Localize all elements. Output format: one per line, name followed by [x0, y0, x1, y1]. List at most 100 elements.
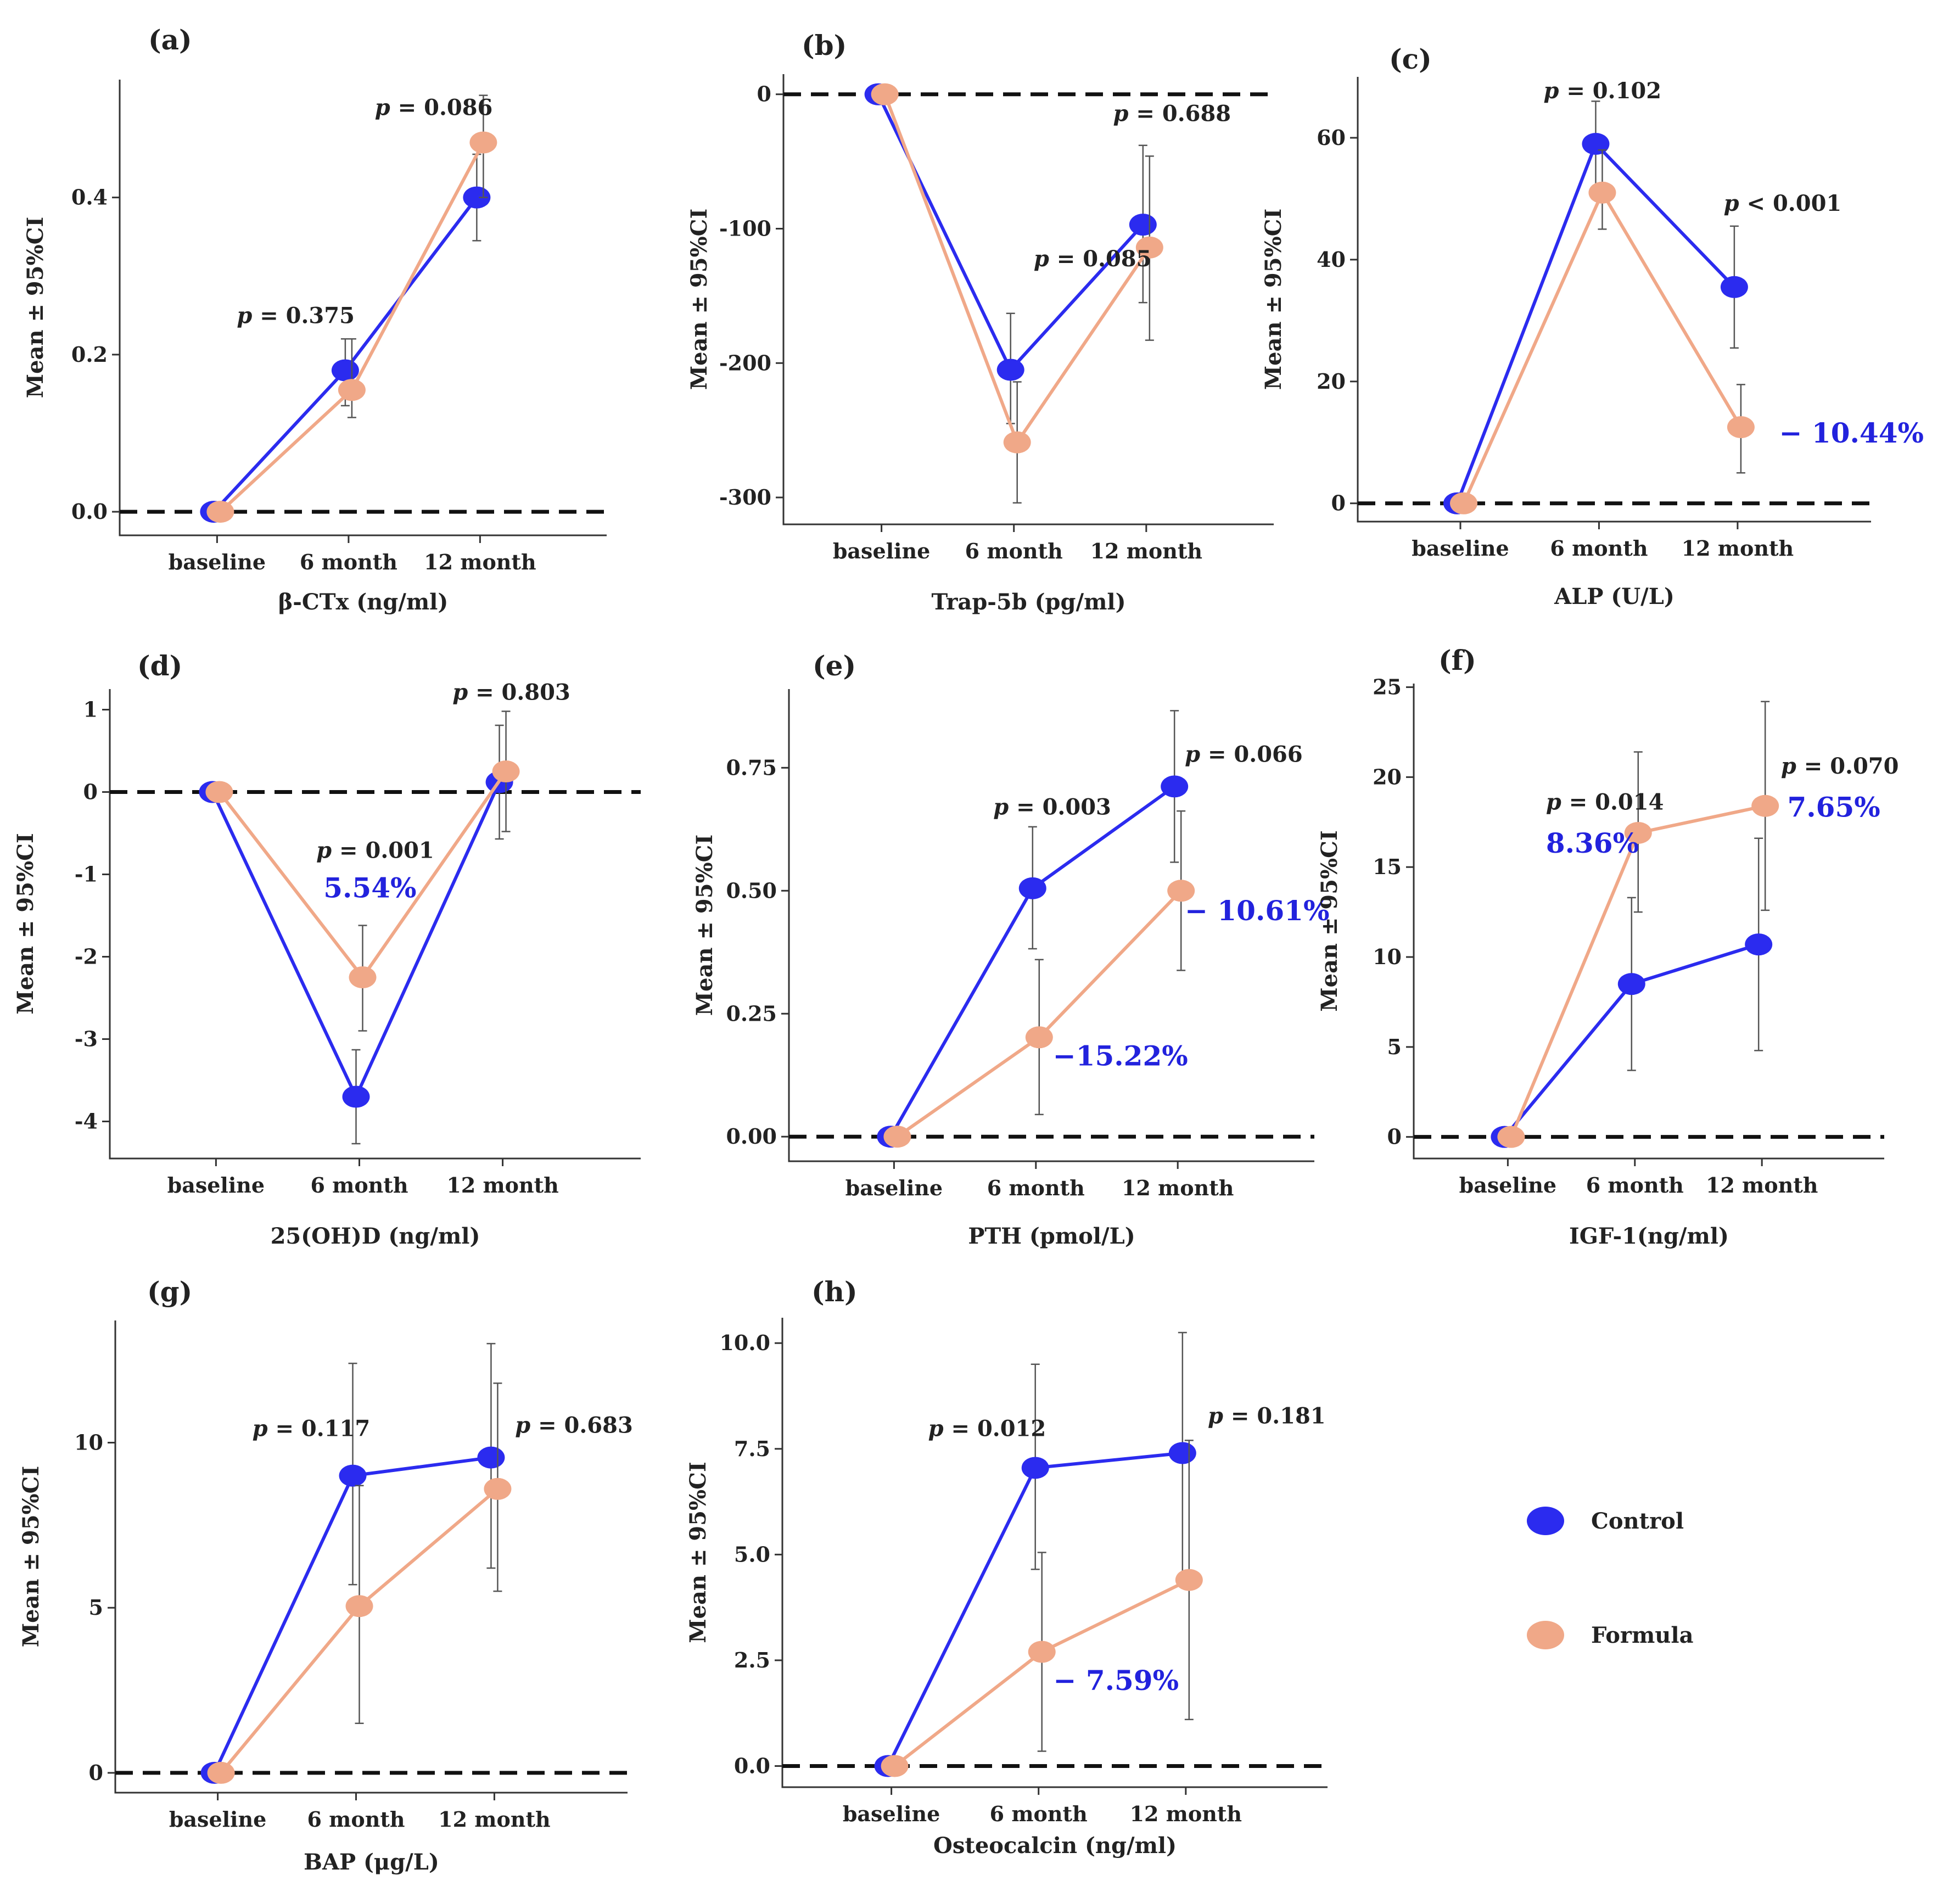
- panels: 0.0 0.2 0.4 baseline 6 month 12 month (a) β-CTx…: [13, 24, 1924, 1875]
- y-axis-label-a: Mean ± 95%CI: [23, 217, 48, 398]
- p-value-annotation: p = 0.085: [1034, 246, 1152, 272]
- panel-title-d: (d): [137, 650, 182, 682]
- panel-d: 1 0 -1 -2 -3 -4 baseline 6 month 12 month (d) 25(O…: [13, 650, 641, 1249]
- legend-label-formula: Formula: [1591, 1622, 1693, 1648]
- y-tick-label: 1: [83, 697, 98, 722]
- percent-change-label: 8.36%: [1546, 827, 1639, 859]
- data-point: [338, 379, 366, 401]
- y-tick-label: 60: [1317, 125, 1346, 150]
- y-tick-label: -1: [75, 862, 98, 887]
- data-point: [206, 501, 234, 523]
- y-tick-label: 20: [1373, 764, 1402, 789]
- panel-c: 0 20 40 60 baseline 6 month 12 month (c) ALP (U/…: [1261, 43, 1924, 609]
- series-formula-b: [871, 83, 1163, 504]
- panel-title-f: (f): [1438, 644, 1476, 676]
- panel-a: 0.0 0.2 0.4 baseline 6 month 12 month (a) β-CTx…: [23, 24, 607, 615]
- y-tick-label: 0.25: [726, 1001, 777, 1026]
- panel-title-g: (g): [147, 1275, 192, 1308]
- y-tick-label: 7.5: [734, 1436, 770, 1461]
- series-control-h: [874, 1331, 1196, 1777]
- x-tick-label: baseline: [833, 539, 930, 563]
- x-tick-label: 12 month: [446, 1173, 558, 1197]
- percent-change-label: 5.54%: [323, 872, 416, 904]
- y-tick-label: 0: [1387, 1124, 1402, 1149]
- panel-f: 0 5 10 15 20 25 baseline 6 month 12 month (f) IGF-…: [1317, 644, 1899, 1249]
- data-point: [1168, 1442, 1196, 1464]
- series-line: [1462, 189, 1743, 504]
- x-tick-label: 6 month: [307, 1807, 405, 1832]
- data-point: [1624, 821, 1652, 844]
- panel-title-c: (c): [1389, 43, 1432, 75]
- data-point: [1617, 973, 1645, 995]
- y-tick-label: 25: [1373, 675, 1402, 699]
- y-tick-label: 0.0: [734, 1753, 770, 1778]
- x-axis-label-c: ALP (U/L): [1554, 584, 1675, 609]
- axes-b: [782, 74, 1274, 525]
- x-tick-label: 6 month: [965, 539, 1063, 563]
- series-formula-f: [1497, 701, 1779, 1148]
- percent-change-label: 7.65%: [1787, 791, 1880, 823]
- legend-marker-control: [1527, 1507, 1564, 1535]
- y-tick-label: 0: [1331, 491, 1346, 516]
- x-tick-label: baseline: [169, 550, 266, 574]
- panel-title-h: (h): [811, 1275, 858, 1308]
- axes-a: [119, 80, 607, 536]
- axes-g: [114, 1320, 628, 1794]
- data-point: [484, 1478, 512, 1500]
- series-control-e: [877, 710, 1189, 1148]
- percent-change-label: − 7.59%: [1054, 1664, 1179, 1697]
- x-tick-label: 12 month: [424, 550, 536, 574]
- data-point: [207, 1761, 235, 1784]
- data-point: [345, 1595, 373, 1618]
- percent-change-label: − 10.61%: [1185, 894, 1329, 927]
- data-point: [1175, 1569, 1203, 1591]
- y-tick-label: -3: [75, 1027, 98, 1051]
- x-axis-label-e: PTH (pmol/L): [968, 1223, 1135, 1249]
- y-tick-label: -200: [719, 350, 771, 375]
- data-point: [1003, 431, 1031, 454]
- x-tick-label: baseline: [1412, 536, 1509, 561]
- axes-h: [781, 1318, 1328, 1788]
- p-value-annotation: p = 0.375: [237, 303, 355, 329]
- y-tick-label: 15: [1373, 854, 1402, 879]
- p-value-annotation: p = 0.102: [1543, 78, 1661, 104]
- data-point: [1588, 181, 1616, 204]
- y-tick-label: 10: [74, 1430, 103, 1455]
- p-value-annotation: p = 0.003: [993, 794, 1111, 820]
- x-tick-label: 12 month: [1122, 1176, 1234, 1200]
- x-tick-label: 6 month: [310, 1173, 408, 1197]
- data-point: [1745, 933, 1773, 956]
- data-point: [996, 359, 1024, 381]
- y-tick-label: 0.2: [71, 342, 108, 367]
- y-tick-label: 5.0: [734, 1542, 770, 1566]
- data-point: [1167, 880, 1195, 902]
- x-tick-label: 12 month: [1706, 1173, 1818, 1197]
- y-tick-label: 0.0: [71, 499, 108, 524]
- x-tick-label: baseline: [845, 1176, 943, 1200]
- data-point: [1582, 133, 1610, 155]
- y-axis-label-f: Mean ± 95%CI: [1317, 830, 1342, 1011]
- p-value-annotation: p = 0.001: [316, 838, 434, 864]
- y-tick-label: 5: [1387, 1034, 1402, 1059]
- panel-h: 0.0 2.5 5.0 7.5 10.0 baseline 6 month 12 month (…: [685, 1275, 1328, 1859]
- x-axis-label-h: Osteocalcin (ng/ml): [933, 1833, 1177, 1859]
- data-point: [492, 760, 520, 782]
- p-value-annotation: p = 0.683: [515, 1412, 633, 1438]
- data-point: [469, 131, 497, 154]
- data-point: [477, 1446, 505, 1469]
- x-tick-label: baseline: [1459, 1173, 1556, 1197]
- axes-c: [1357, 77, 1871, 523]
- data-point: [1161, 775, 1189, 798]
- data-point: [871, 83, 899, 105]
- x-tick-label: baseline: [843, 1801, 940, 1826]
- x-axis-label-a: β-CTx (ng/ml): [278, 589, 449, 615]
- p-value-annotation: p = 0.117: [253, 1415, 371, 1441]
- y-axis-label-h: Mean ± 95%CI: [685, 1462, 711, 1643]
- panel-e: 0.00 0.25 0.50 0.75 baseline 6 month 12 month (…: [692, 650, 1329, 1249]
- panel-g: 0 5 10 baseline 6 month 12 month (g) BAP (μg/L)…: [18, 1275, 633, 1875]
- panel-title-b: (b): [802, 29, 847, 61]
- x-tick-label: 6 month: [990, 1801, 1088, 1826]
- data-point: [881, 1755, 909, 1777]
- axes-e: [788, 689, 1314, 1162]
